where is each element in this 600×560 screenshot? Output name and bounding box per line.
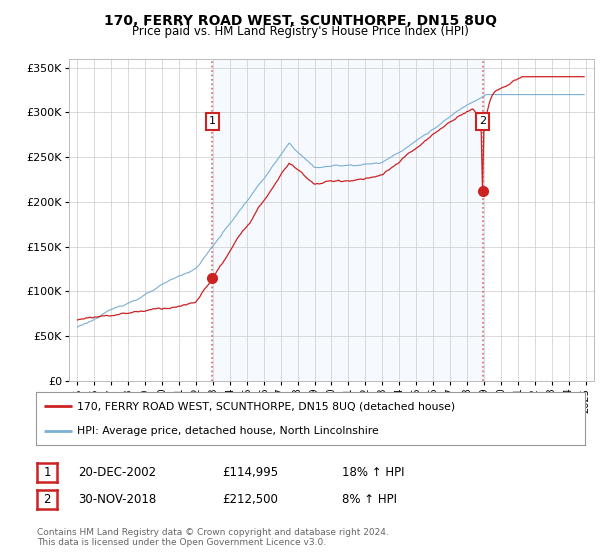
Text: 18% ↑ HPI: 18% ↑ HPI — [342, 465, 404, 479]
Text: Price paid vs. HM Land Registry's House Price Index (HPI): Price paid vs. HM Land Registry's House … — [131, 25, 469, 38]
Text: 1: 1 — [43, 465, 51, 479]
Text: 30-NOV-2018: 30-NOV-2018 — [78, 493, 156, 506]
Text: 170, FERRY ROAD WEST, SCUNTHORPE, DN15 8UQ: 170, FERRY ROAD WEST, SCUNTHORPE, DN15 8… — [104, 14, 497, 28]
Text: 20-DEC-2002: 20-DEC-2002 — [78, 465, 156, 479]
Text: 170, FERRY ROAD WEST, SCUNTHORPE, DN15 8UQ (detached house): 170, FERRY ROAD WEST, SCUNTHORPE, DN15 8… — [77, 402, 455, 412]
Text: 2: 2 — [43, 493, 51, 506]
Text: 1: 1 — [209, 116, 216, 127]
Text: 2: 2 — [479, 116, 486, 127]
Text: Contains HM Land Registry data © Crown copyright and database right 2024.
This d: Contains HM Land Registry data © Crown c… — [37, 528, 389, 547]
Text: 8% ↑ HPI: 8% ↑ HPI — [342, 493, 397, 506]
Bar — [212, 59, 482, 381]
Text: £114,995: £114,995 — [222, 465, 278, 479]
Text: £212,500: £212,500 — [222, 493, 278, 506]
Text: HPI: Average price, detached house, North Lincolnshire: HPI: Average price, detached house, Nort… — [77, 426, 379, 436]
